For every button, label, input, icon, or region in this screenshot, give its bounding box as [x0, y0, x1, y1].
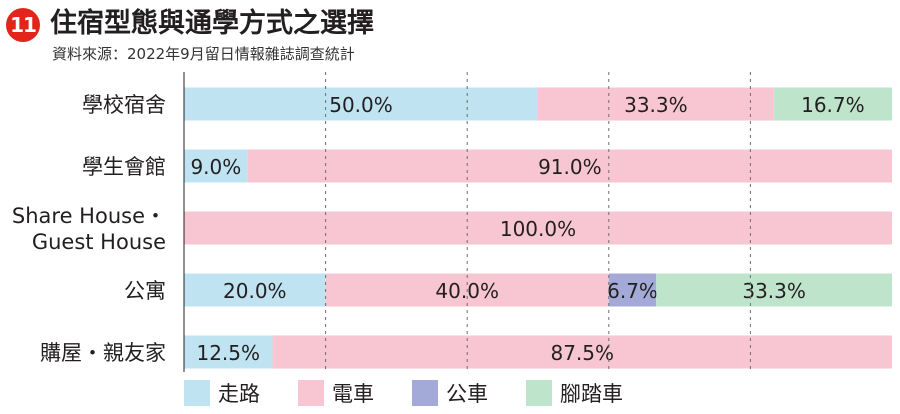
- bar-bus-row-3: [608, 273, 657, 307]
- data-label-train-row-0: 33.3%: [624, 93, 688, 117]
- data-label-walk-row-4: 12.5%: [196, 341, 260, 365]
- chart-number-badge: 11: [6, 8, 40, 42]
- bar-walk-row-0: [184, 87, 538, 121]
- bar-bicycle-row-3: [656, 273, 892, 307]
- data-label-bus-row-3: 6.7%: [607, 279, 658, 303]
- legend-label-walk: 走路: [218, 382, 260, 406]
- bar-train-row-2: [184, 211, 892, 245]
- bar-train-row-1: [247, 149, 893, 183]
- chart-source: 資料來源：2022年9月留日情報雜誌調查統計: [52, 45, 355, 63]
- data-label-bicycle-row-3: 33.3%: [742, 279, 806, 303]
- bar-walk-row-4: [184, 335, 273, 369]
- data-label-train-row-4: 87.5%: [550, 341, 614, 365]
- data-label-train-row-1: 91.0%: [538, 155, 602, 179]
- legend: 走路 電車 公車 腳踏車: [184, 378, 661, 408]
- category-label-row-1: 學生會館: [82, 155, 166, 179]
- legend-swatch-train: [298, 380, 324, 406]
- legend-item-bus: 公車: [412, 378, 488, 408]
- bar-train-row-0: [538, 87, 774, 121]
- legend-label-train: 電車: [332, 382, 374, 406]
- data-label-bicycle-row-0: 16.7%: [801, 93, 865, 117]
- data-label-walk-row-0: 50.0%: [329, 93, 393, 117]
- data-label-train-row-2: 100.0%: [500, 217, 576, 241]
- data-label-walk-row-3: 20.0%: [223, 279, 287, 303]
- bar-walk-row-1: [184, 149, 248, 183]
- legend-label-bicycle: 腳踏車: [560, 382, 623, 406]
- bar-bicycle-row-0: [773, 87, 892, 121]
- bar-walk-row-3: [184, 273, 326, 307]
- legend-item-bicycle: 腳踏車: [526, 378, 623, 408]
- data-label-walk-row-1: 9.0%: [190, 155, 241, 179]
- category-label-row-2-line-1: Guest House: [32, 230, 166, 254]
- category-label-row-4: 購屋・親友家: [40, 341, 166, 365]
- bar-train-row-4: [272, 335, 892, 369]
- legend-swatch-bus: [412, 380, 438, 406]
- category-label-row-3: 公寓: [124, 279, 166, 303]
- category-label-row-0: 學校宿舍: [82, 93, 166, 117]
- legend-label-bus: 公車: [446, 382, 488, 406]
- legend-item-walk: 走路: [184, 378, 260, 408]
- legend-swatch-bicycle: [526, 380, 552, 406]
- category-label-row-2-line-0: Share House・: [12, 204, 166, 228]
- legend-swatch-walk: [184, 380, 210, 406]
- chart-title: 住宿型態與通學方式之選擇: [50, 8, 374, 39]
- legend-item-train: 電車: [298, 378, 374, 408]
